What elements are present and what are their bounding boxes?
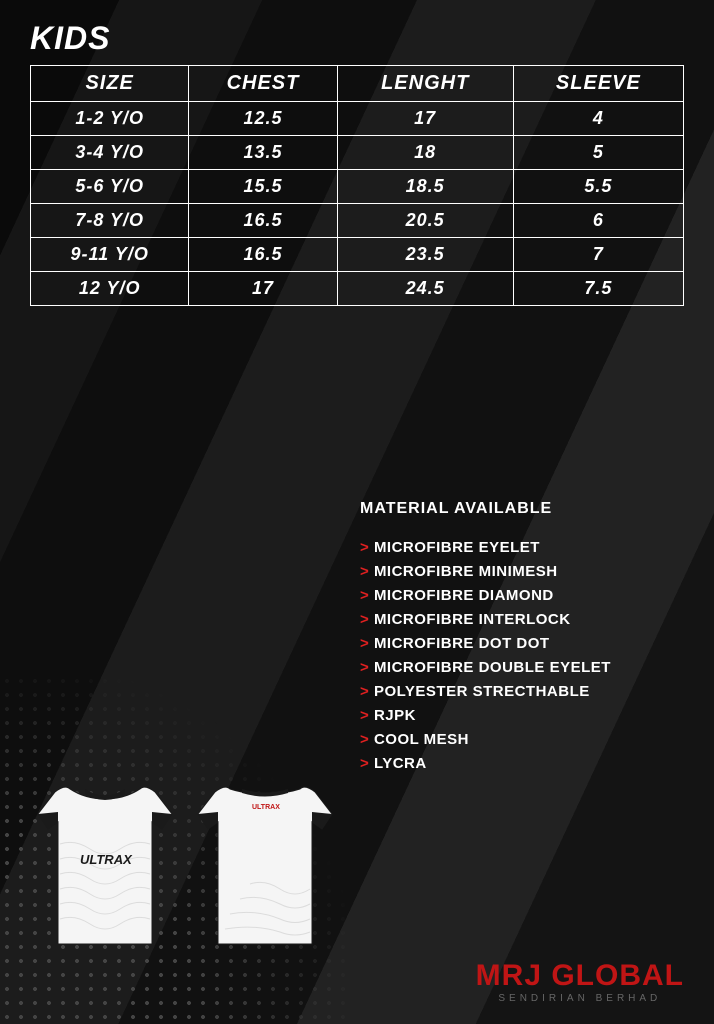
table-cell: 5.5 xyxy=(513,170,683,204)
materials-item: MICROFIBRE DOT DOT xyxy=(360,632,611,656)
materials-item: MICROFIBRE MINIMESH xyxy=(360,560,611,584)
materials-item: MICROFIBRE DOUBLE EYELET xyxy=(360,656,611,680)
table-header: CHEST xyxy=(189,66,337,102)
materials-item: COOL MESH xyxy=(360,728,611,752)
table-cell: 12 Y/O xyxy=(31,272,189,306)
materials-title: MATERIAL AVAILABLE xyxy=(360,500,611,518)
table-cell: 20.5 xyxy=(337,204,513,238)
logo-sub-text: SENDIRIAN BERHAD xyxy=(476,993,684,1004)
jersey-front: ULTRAX xyxy=(30,774,180,954)
jersey-brand-text: ULTRAX xyxy=(80,852,133,867)
table-cell: 4 xyxy=(513,102,683,136)
table-cell: 15.5 xyxy=(189,170,337,204)
table-cell: 7-8 Y/O xyxy=(31,204,189,238)
jersey-back: ULTRAX xyxy=(190,774,340,954)
table-row: 9-11 Y/O16.523.57 xyxy=(31,238,684,272)
company-logo: MRJ GLOBAL SENDIRIAN BERHAD xyxy=(476,959,684,1004)
table-cell: 9-11 Y/O xyxy=(31,238,189,272)
table-cell: 7 xyxy=(513,238,683,272)
jersey-images: ULTRAX ULTRAX xyxy=(30,774,340,954)
materials-list: MICROFIBRE EYELETMICROFIBRE MINIMESHMICR… xyxy=(360,536,611,776)
table-header: SLEEVE xyxy=(513,66,683,102)
table-header-row: SIZE CHEST LENGHT SLEEVE xyxy=(31,66,684,102)
table-cell: 23.5 xyxy=(337,238,513,272)
materials-item: MICROFIBRE INTERLOCK xyxy=(360,608,611,632)
table-cell: 17 xyxy=(189,272,337,306)
table-cell: 17 xyxy=(337,102,513,136)
table-cell: 6 xyxy=(513,204,683,238)
table-cell: 5-6 Y/O xyxy=(31,170,189,204)
table-cell: 12.5 xyxy=(189,102,337,136)
table-row: 5-6 Y/O15.518.55.5 xyxy=(31,170,684,204)
table-cell: 16.5 xyxy=(189,238,337,272)
materials-item: LYCRA xyxy=(360,752,611,776)
table-row: 1-2 Y/O12.5174 xyxy=(31,102,684,136)
size-table: SIZE CHEST LENGHT SLEEVE 1-2 Y/O12.51743… xyxy=(30,65,684,306)
table-cell: 5 xyxy=(513,136,683,170)
materials-item: POLYESTER STRECTHABLE xyxy=(360,680,611,704)
table-header: LENGHT xyxy=(337,66,513,102)
page-title: KIDS xyxy=(30,20,684,57)
materials-item: RJPK xyxy=(360,704,611,728)
table-cell: 7.5 xyxy=(513,272,683,306)
table-cell: 18 xyxy=(337,136,513,170)
table-cell: 3-4 Y/O xyxy=(31,136,189,170)
table-cell: 13.5 xyxy=(189,136,337,170)
table-cell: 18.5 xyxy=(337,170,513,204)
table-row: 3-4 Y/O13.5185 xyxy=(31,136,684,170)
table-cell: 1-2 Y/O xyxy=(31,102,189,136)
materials-item: MICROFIBRE EYELET xyxy=(360,536,611,560)
table-header: SIZE xyxy=(31,66,189,102)
logo-main-text: MRJ GLOBAL xyxy=(476,959,684,993)
table-cell: 24.5 xyxy=(337,272,513,306)
svg-text:ULTRAX: ULTRAX xyxy=(252,804,280,811)
materials-item: MICROFIBRE DIAMOND xyxy=(360,584,611,608)
materials-section: MATERIAL AVAILABLE MICROFIBRE EYELETMICR… xyxy=(360,500,611,776)
table-row: 12 Y/O1724.57.5 xyxy=(31,272,684,306)
table-row: 7-8 Y/O16.520.56 xyxy=(31,204,684,238)
table-cell: 16.5 xyxy=(189,204,337,238)
